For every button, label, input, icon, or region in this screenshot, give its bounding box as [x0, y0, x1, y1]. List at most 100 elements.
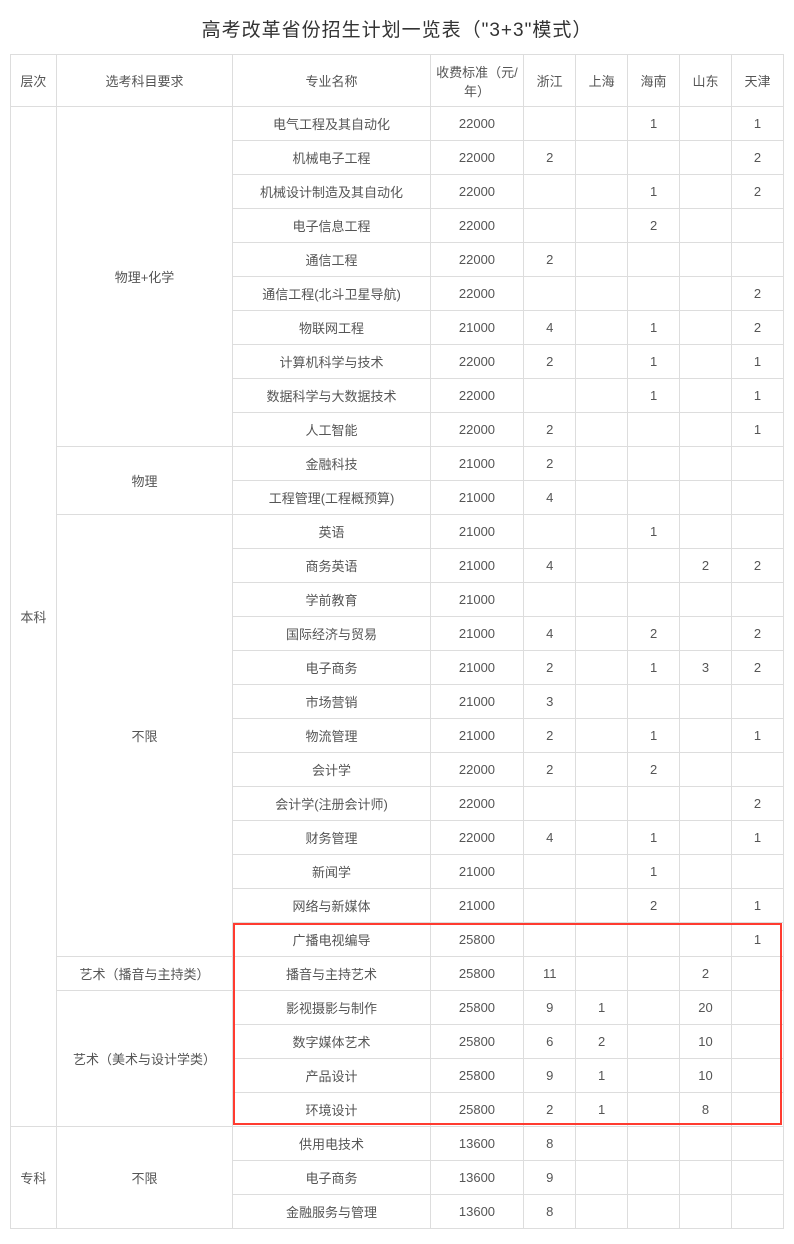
cell-major: 网络与新媒体 — [233, 889, 430, 923]
cell-province-value — [524, 107, 576, 141]
cell-province-value — [731, 515, 783, 549]
cell-province-value: 6 — [524, 1025, 576, 1059]
cell-requirement: 物理+化学 — [56, 107, 233, 447]
cell-province-value — [576, 311, 628, 345]
cell-province-value — [576, 923, 628, 957]
cell-major: 电子商务 — [233, 651, 430, 685]
cell-province-value — [680, 753, 732, 787]
cell-province-value: 2 — [524, 719, 576, 753]
cell-province-value — [576, 481, 628, 515]
cell-province-value — [680, 923, 732, 957]
cell-fee: 25800 — [430, 923, 524, 957]
cell-province-value — [731, 753, 783, 787]
cell-fee: 22000 — [430, 345, 524, 379]
cell-province-value — [524, 175, 576, 209]
cell-province-value: 2 — [524, 447, 576, 481]
cell-major: 数字媒体艺术 — [233, 1025, 430, 1059]
cell-province-value: 1 — [576, 1093, 628, 1127]
cell-province-value — [680, 1195, 732, 1229]
col-level: 层次 — [11, 55, 57, 107]
cell-province-value — [524, 923, 576, 957]
cell-province-value — [680, 379, 732, 413]
cell-province-value — [524, 209, 576, 243]
cell-province-value — [628, 549, 680, 583]
cell-major: 播音与主持艺术 — [233, 957, 430, 991]
cell-fee: 22000 — [430, 413, 524, 447]
cell-province-value: 1 — [628, 821, 680, 855]
cell-province-value — [731, 1059, 783, 1093]
cell-fee: 21000 — [430, 855, 524, 889]
cell-major: 供用电技术 — [233, 1127, 430, 1161]
cell-province-value: 1 — [731, 345, 783, 379]
cell-major: 会计学(注册会计师) — [233, 787, 430, 821]
cell-province-value — [628, 141, 680, 175]
cell-province-value — [628, 1059, 680, 1093]
cell-province-value — [576, 753, 628, 787]
cell-province-value — [680, 685, 732, 719]
cell-requirement: 物理 — [56, 447, 233, 515]
cell-province-value — [524, 855, 576, 889]
cell-province-value: 1 — [731, 379, 783, 413]
cell-province-value — [524, 889, 576, 923]
cell-province-value — [628, 1127, 680, 1161]
cell-requirement: 不限 — [56, 515, 233, 957]
cell-province-value — [628, 413, 680, 447]
cell-province-value — [680, 175, 732, 209]
cell-major: 物联网工程 — [233, 311, 430, 345]
cell-province-value: 1 — [731, 821, 783, 855]
cell-province-value — [576, 1127, 628, 1161]
cell-province-value: 2 — [628, 889, 680, 923]
cell-province-value — [628, 1161, 680, 1195]
cell-province-value — [680, 243, 732, 277]
cell-province-value: 2 — [524, 141, 576, 175]
cell-province-value — [628, 923, 680, 957]
cell-province-value — [576, 719, 628, 753]
cell-level: 本科 — [11, 107, 57, 1127]
cell-province-value: 2 — [731, 549, 783, 583]
cell-province-value — [576, 787, 628, 821]
col-hainan: 海南 — [628, 55, 680, 107]
cell-province-value: 2 — [731, 175, 783, 209]
cell-province-value: 2 — [524, 243, 576, 277]
cell-province-value — [680, 583, 732, 617]
cell-province-value: 9 — [524, 1161, 576, 1195]
cell-province-value — [576, 855, 628, 889]
cell-province-value — [576, 583, 628, 617]
col-fee: 收费标准（元/年） — [430, 55, 524, 107]
cell-major: 物流管理 — [233, 719, 430, 753]
cell-fee: 22000 — [430, 209, 524, 243]
cell-major: 商务英语 — [233, 549, 430, 583]
cell-province-value: 8 — [524, 1127, 576, 1161]
cell-level: 专科 — [11, 1127, 57, 1229]
cell-province-value: 1 — [628, 175, 680, 209]
cell-province-value — [731, 243, 783, 277]
cell-province-value: 1 — [628, 719, 680, 753]
cell-province-value — [576, 447, 628, 481]
cell-province-value: 1 — [576, 991, 628, 1025]
cell-province-value — [524, 515, 576, 549]
cell-fee: 13600 — [430, 1195, 524, 1229]
cell-major: 市场营销 — [233, 685, 430, 719]
cell-province-value — [680, 515, 732, 549]
cell-fee: 25800 — [430, 1093, 524, 1127]
cell-province-value — [576, 345, 628, 379]
cell-major: 影视摄影与制作 — [233, 991, 430, 1025]
cell-province-value — [524, 379, 576, 413]
cell-province-value — [576, 617, 628, 651]
cell-province-value: 2 — [524, 413, 576, 447]
cell-province-value — [680, 719, 732, 753]
cell-province-value: 2 — [524, 345, 576, 379]
cell-province-value — [628, 1093, 680, 1127]
cell-major: 英语 — [233, 515, 430, 549]
cell-province-value: 2 — [628, 617, 680, 651]
cell-province-value — [628, 277, 680, 311]
cell-major: 机械电子工程 — [233, 141, 430, 175]
cell-requirement: 艺术（美术与设计学类） — [56, 991, 233, 1127]
cell-province-value: 9 — [524, 1059, 576, 1093]
cell-fee: 21000 — [430, 481, 524, 515]
cell-province-value — [576, 685, 628, 719]
cell-province-value — [576, 889, 628, 923]
cell-province-value: 1 — [628, 515, 680, 549]
cell-major: 电子商务 — [233, 1161, 430, 1195]
cell-province-value: 2 — [576, 1025, 628, 1059]
